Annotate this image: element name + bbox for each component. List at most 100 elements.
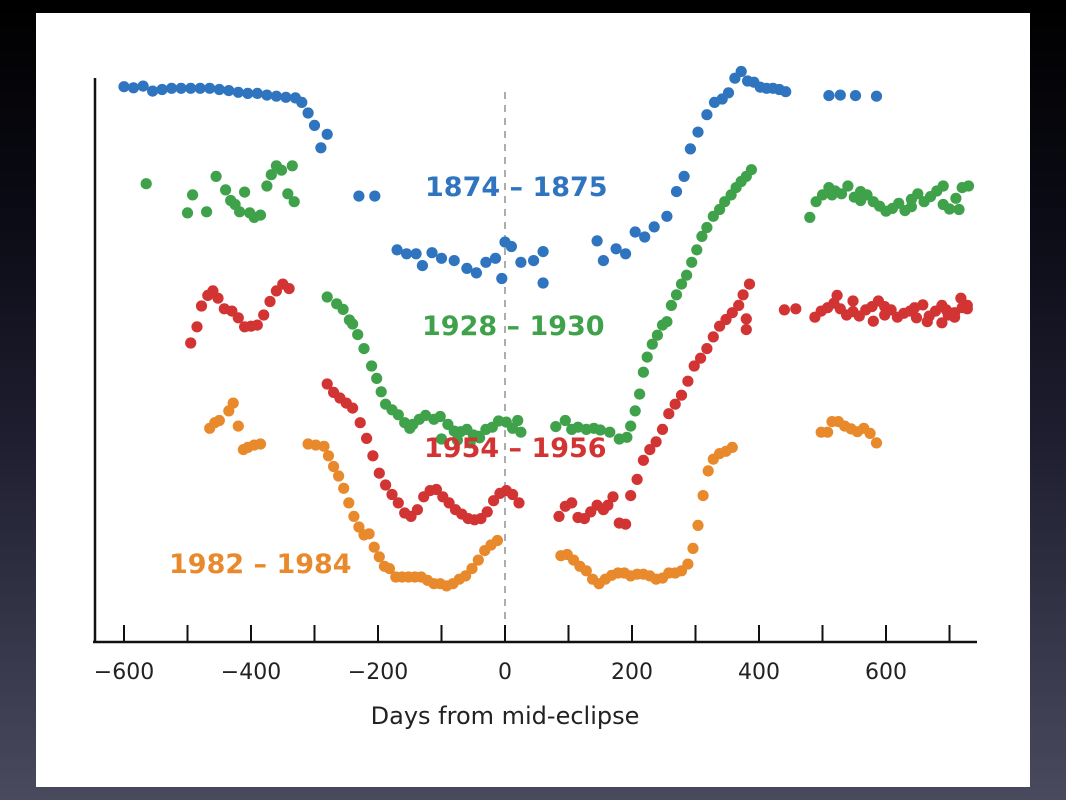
series-label-1874: 1874 – 1875 xyxy=(425,172,608,203)
series-label-1928: 1928 – 1930 xyxy=(422,311,605,342)
data-point-series-2 xyxy=(392,497,404,509)
data-point-series-2 xyxy=(790,303,802,315)
data-point-series-1 xyxy=(637,366,650,378)
data-point-series-2 xyxy=(949,311,961,323)
data-point-series-0 xyxy=(213,83,225,96)
data-point-series-0 xyxy=(426,247,438,259)
data-point-series-3 xyxy=(697,490,709,502)
data-point-series-2 xyxy=(212,292,224,304)
data-point-series-0 xyxy=(391,244,403,256)
data-point-series-2 xyxy=(940,304,952,316)
data-point-series-2 xyxy=(909,302,921,314)
data-point-series-1 xyxy=(288,196,300,208)
data-point-series-2 xyxy=(195,300,208,312)
data-point-series-3 xyxy=(864,427,876,439)
data-point-series-0 xyxy=(661,210,673,222)
data-point-series-2 xyxy=(936,317,948,329)
data-point-series-0 xyxy=(448,255,460,267)
data-point-series-0 xyxy=(232,86,244,98)
data-point-series-1 xyxy=(625,420,637,432)
data-point-series-0 xyxy=(701,109,713,121)
data-point-series-1 xyxy=(893,197,905,209)
data-point-series-0 xyxy=(302,107,314,119)
data-point-series-2 xyxy=(656,423,669,435)
data-point-series-2 xyxy=(488,495,500,507)
data-point-series-2 xyxy=(373,467,385,479)
data-point-series-2 xyxy=(669,398,681,410)
data-point-series-3 xyxy=(348,510,360,522)
data-point-series-2 xyxy=(650,436,662,448)
data-point-series-0 xyxy=(692,126,704,138)
data-point-series-2 xyxy=(867,315,879,327)
data-point-series-1 xyxy=(434,410,446,423)
data-point-series-2 xyxy=(566,497,578,509)
x-tick-label: 400 xyxy=(738,660,780,685)
data-point-series-1 xyxy=(962,180,975,192)
data-point-series-2 xyxy=(625,490,637,502)
data-point-series-1 xyxy=(275,164,288,176)
x-axis-ticks xyxy=(123,625,951,642)
data-point-series-0 xyxy=(678,170,690,182)
data-point-series-1 xyxy=(905,201,918,213)
data-point-series-0 xyxy=(261,89,273,101)
data-point-series-1 xyxy=(337,303,349,315)
data-point-series-0 xyxy=(620,248,632,260)
data-point-series-1 xyxy=(201,206,213,218)
data-point-series-1 xyxy=(701,221,713,234)
data-point-series-2 xyxy=(921,316,933,328)
data-point-series-2 xyxy=(740,313,752,325)
data-point-series-0 xyxy=(528,255,540,267)
x-tick-label: 0 xyxy=(498,660,512,685)
data-point-series-3 xyxy=(460,570,472,582)
data-point-series-1 xyxy=(661,316,673,328)
data-point-series-2 xyxy=(682,375,694,387)
x-tick-label: −200 xyxy=(348,660,408,685)
data-point-series-3 xyxy=(491,534,503,547)
data-point-series-1 xyxy=(943,203,956,215)
data-point-series-2 xyxy=(191,321,203,333)
data-point-series-1 xyxy=(220,184,232,196)
series-label-1982: 1982 – 1984 xyxy=(169,549,352,580)
data-point-series-3 xyxy=(373,551,385,563)
data-point-series-2 xyxy=(644,444,656,456)
data-point-series-3 xyxy=(310,439,322,451)
data-point-series-0 xyxy=(505,240,517,253)
data-point-series-2 xyxy=(283,283,295,295)
data-point-series-0 xyxy=(684,143,697,155)
data-point-series-3 xyxy=(227,397,239,409)
data-point-series-1 xyxy=(681,269,693,281)
data-point-series-1 xyxy=(347,318,359,330)
data-point-series-1 xyxy=(254,209,267,221)
data-point-series-1 xyxy=(392,409,404,421)
data-point-series-2 xyxy=(956,302,968,314)
x-tick-label: −400 xyxy=(221,660,281,685)
data-point-series-1 xyxy=(234,206,246,218)
data-point-series-3 xyxy=(687,542,699,555)
data-point-series-2 xyxy=(955,292,967,304)
data-point-series-0 xyxy=(480,256,492,268)
data-point-series-0 xyxy=(166,82,178,94)
data-point-series-3 xyxy=(232,420,244,432)
data-point-series-1 xyxy=(550,421,562,433)
data-point-series-3 xyxy=(318,440,330,452)
data-point-series-0 xyxy=(369,190,381,202)
data-point-series-1 xyxy=(621,431,633,443)
data-point-series-2 xyxy=(411,504,423,516)
data-point-series-0 xyxy=(175,82,187,94)
data-point-series-1 xyxy=(181,207,194,219)
data-point-series-2 xyxy=(695,352,707,364)
data-point-series-2 xyxy=(347,402,359,414)
data-point-series-2 xyxy=(831,289,843,301)
data-point-series-2 xyxy=(733,299,745,311)
data-point-series-1 xyxy=(515,426,527,438)
data-point-series-0 xyxy=(127,82,140,94)
data-point-series-1 xyxy=(375,386,387,398)
data-point-series-1 xyxy=(835,188,848,200)
data-point-series-1 xyxy=(321,291,333,303)
data-point-series-1 xyxy=(420,409,432,421)
data-point-series-0 xyxy=(251,87,263,99)
data-point-series-2 xyxy=(740,324,752,336)
data-point-series-0 xyxy=(194,82,206,94)
data-point-series-1 xyxy=(686,256,698,268)
data-point-series-3 xyxy=(580,565,592,577)
